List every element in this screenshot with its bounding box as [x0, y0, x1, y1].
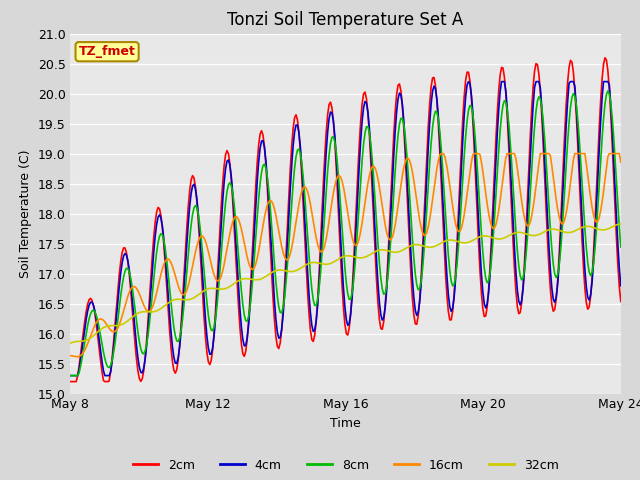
- 16cm: [67, 353, 74, 359]
- 2cm: [67, 379, 74, 384]
- Title: Tonzi Soil Temperature Set A: Tonzi Soil Temperature Set A: [227, 11, 464, 29]
- Line: 16cm: 16cm: [70, 154, 621, 357]
- 16cm: [104, 323, 111, 329]
- 8cm: [102, 361, 110, 367]
- 16cm: [351, 242, 359, 248]
- 4cm: [617, 283, 625, 288]
- 8cm: [614, 203, 622, 209]
- 8cm: [85, 316, 93, 322]
- 32cm: [102, 324, 110, 329]
- 2cm: [85, 297, 93, 302]
- Text: TZ_fmet: TZ_fmet: [79, 45, 136, 58]
- 8cm: [617, 244, 625, 250]
- 32cm: [349, 254, 357, 260]
- Line: 2cm: 2cm: [70, 58, 621, 382]
- 32cm: [67, 340, 74, 346]
- 2cm: [614, 263, 622, 269]
- 16cm: [616, 151, 623, 156]
- 32cm: [612, 222, 620, 228]
- 32cm: [541, 229, 548, 235]
- 32cm: [617, 221, 625, 227]
- 4cm: [85, 302, 93, 308]
- X-axis label: Time: Time: [330, 417, 361, 430]
- 16cm: [437, 151, 445, 156]
- 4cm: [459, 138, 467, 144]
- 2cm: [541, 173, 548, 179]
- 8cm: [349, 279, 357, 285]
- 2cm: [601, 55, 609, 60]
- 4cm: [542, 186, 550, 192]
- 16cm: [86, 333, 94, 339]
- 16cm: [461, 202, 469, 208]
- 16cm: [74, 354, 81, 360]
- 8cm: [541, 136, 548, 142]
- 4cm: [465, 79, 472, 84]
- 16cm: [543, 151, 551, 156]
- Line: 32cm: 32cm: [70, 224, 621, 343]
- 32cm: [459, 240, 467, 246]
- Y-axis label: Soil Temperature (C): Soil Temperature (C): [19, 149, 32, 278]
- 32cm: [85, 336, 93, 342]
- 4cm: [102, 373, 110, 379]
- 2cm: [349, 263, 357, 269]
- Line: 4cm: 4cm: [70, 82, 621, 376]
- 16cm: [617, 159, 625, 165]
- 2cm: [617, 299, 625, 304]
- Legend: 2cm, 4cm, 8cm, 16cm, 32cm: 2cm, 4cm, 8cm, 16cm, 32cm: [127, 454, 564, 477]
- 8cm: [67, 373, 74, 379]
- 2cm: [102, 379, 110, 384]
- 8cm: [459, 176, 467, 182]
- 4cm: [67, 373, 74, 379]
- 4cm: [349, 274, 357, 279]
- 4cm: [614, 242, 622, 248]
- 2cm: [459, 117, 467, 123]
- Line: 8cm: 8cm: [70, 91, 621, 376]
- 8cm: [604, 88, 612, 94]
